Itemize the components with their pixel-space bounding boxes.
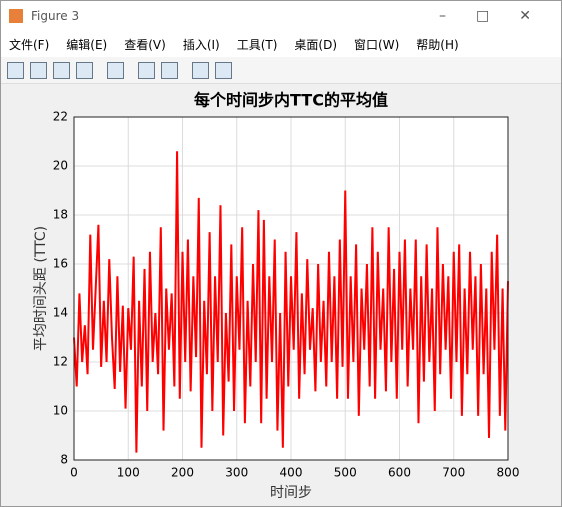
app-icon: [9, 9, 23, 23]
menu-item[interactable]: 桌面(D): [294, 37, 338, 52]
y-tick-label: 22: [53, 110, 68, 124]
x-tick-label: 100: [117, 466, 140, 480]
x-tick-label: 200: [171, 466, 194, 480]
menu-item[interactable]: 帮助(H): [416, 37, 459, 52]
toolbar: [1, 57, 561, 84]
menu-item[interactable]: 工具(T): [236, 37, 278, 52]
tool[interactable]: [107, 61, 124, 79]
tool[interactable]: [161, 61, 178, 79]
x-tick-label: 800: [497, 466, 520, 480]
menu-bar: 文件(F) 编辑(E) 查看(V) 插入(I) 工具(T) 桌面(D) 窗口(W) 帮助(H): [1, 31, 561, 57]
window-controls[interactable]: –□✕: [439, 8, 561, 24]
axes-box: [73, 116, 509, 461]
x-tick-label: 700: [442, 466, 465, 480]
y-tick-label: 10: [53, 404, 68, 418]
y-tick-label: 12: [53, 355, 68, 369]
menu-item[interactable]: 编辑(E): [66, 37, 108, 52]
y-tick-label: 16: [53, 257, 68, 271]
menu-item[interactable]: 查看(V): [124, 37, 166, 52]
x-tick-label: 0: [70, 466, 78, 480]
x-tick-label: 600: [388, 466, 411, 480]
tool[interactable]: [138, 61, 155, 79]
chart: 0 100 200 300 400 500 600 700 800 8 10 12 14 16 18 20 22…: [33, 91, 520, 502]
window-title: Figure 3: [31, 9, 80, 23]
y-axis-label: 平均时间头距 (TTC): [33, 226, 49, 351]
menu-item[interactable]: 窗口(W): [354, 37, 400, 52]
x-tick-label: 500: [334, 466, 357, 480]
tool[interactable]: [215, 61, 232, 79]
tool[interactable]: [7, 61, 24, 79]
menu-item[interactable]: 文件(F): [9, 37, 50, 52]
x-tick-label: 300: [225, 466, 248, 480]
tool[interactable]: [192, 61, 209, 79]
data-line: [73, 151, 509, 453]
y-tick-label: 14: [53, 306, 68, 320]
y-tick-label: 20: [53, 159, 68, 173]
y-tick-label: 18: [53, 208, 68, 222]
chart-title: 每个时间步内TTC的平均值: [194, 91, 388, 110]
tool[interactable]: [53, 61, 70, 79]
x-axis-label: 时间步: [270, 485, 312, 501]
tool[interactable]: [76, 61, 93, 79]
title-bar: Figure 3 –□✕: [1, 1, 561, 31]
menu-item[interactable]: 插入(I): [182, 37, 220, 52]
x-tick-label: 400: [280, 466, 303, 480]
tool[interactable]: [30, 61, 47, 79]
y-tick-label: 8: [60, 453, 68, 467]
